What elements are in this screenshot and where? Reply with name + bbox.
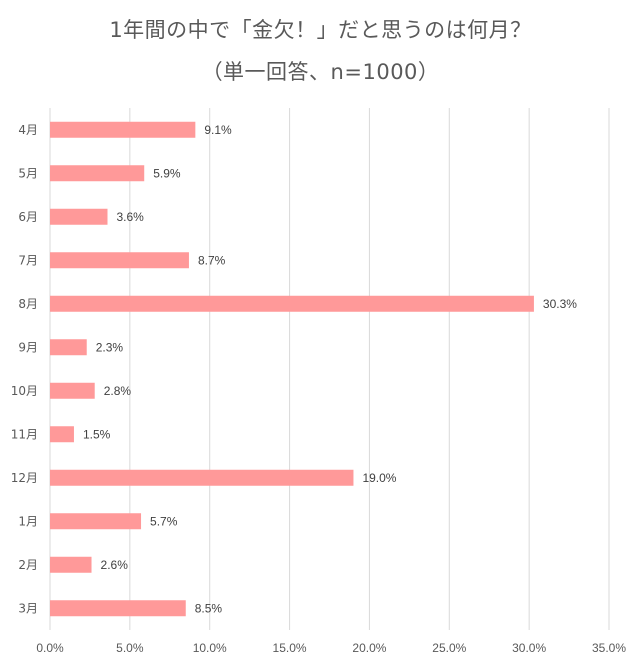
data-label: 30.3% bbox=[543, 297, 577, 311]
bar-5 bbox=[50, 339, 87, 356]
data-label: 1.5% bbox=[83, 427, 111, 441]
category-label: 6月 bbox=[18, 210, 38, 224]
data-label: 5.9% bbox=[153, 166, 181, 180]
x-tick-label: 20.0% bbox=[352, 641, 386, 655]
category-label: 4月 bbox=[18, 123, 38, 137]
chart-title: 1年間の中で「金欠！」だと思うのは何月？ bbox=[109, 18, 532, 42]
category-label: 7月 bbox=[18, 253, 38, 267]
bar-3 bbox=[50, 252, 189, 269]
data-label: 2.8% bbox=[104, 384, 132, 398]
bar-1 bbox=[50, 165, 145, 182]
x-tick-label: 35.0% bbox=[592, 641, 626, 655]
category-label: 10月 bbox=[11, 384, 38, 398]
x-tick-label: 30.0% bbox=[512, 641, 546, 655]
category-label: 9月 bbox=[18, 340, 38, 354]
category-label: 8月 bbox=[18, 297, 38, 311]
category-label: 2月 bbox=[18, 558, 38, 572]
bar-4 bbox=[50, 295, 534, 312]
bar-11 bbox=[50, 600, 186, 617]
x-tick-label: 25.0% bbox=[432, 641, 466, 655]
x-tick-label: 5.0% bbox=[116, 641, 144, 655]
x-tick-label: 15.0% bbox=[273, 641, 307, 655]
category-label: 1月 bbox=[18, 514, 38, 528]
bar-7 bbox=[50, 426, 74, 443]
category-label: 11月 bbox=[11, 427, 38, 441]
data-label: 3.6% bbox=[116, 210, 144, 224]
data-label: 5.7% bbox=[150, 514, 178, 528]
bar-8 bbox=[50, 469, 354, 486]
data-label: 2.3% bbox=[96, 340, 124, 354]
chart-subtitle: （単一回答、n=1000） bbox=[201, 60, 440, 84]
bar-9 bbox=[50, 513, 142, 530]
category-label: 3月 bbox=[18, 601, 38, 615]
data-label: 19.0% bbox=[362, 471, 396, 485]
x-tick-label: 10.0% bbox=[193, 641, 227, 655]
category-label: 5月 bbox=[18, 166, 38, 180]
data-label: 8.5% bbox=[195, 601, 223, 615]
data-label: 2.6% bbox=[101, 558, 129, 572]
data-label: 8.7% bbox=[198, 253, 226, 267]
bar-0 bbox=[50, 121, 196, 138]
category-label: 12月 bbox=[11, 471, 38, 485]
data-label: 9.1% bbox=[204, 123, 232, 137]
bar-2 bbox=[50, 208, 108, 225]
bar-10 bbox=[50, 556, 92, 573]
bar-6 bbox=[50, 382, 95, 399]
x-tick-label: 0.0% bbox=[36, 641, 64, 655]
